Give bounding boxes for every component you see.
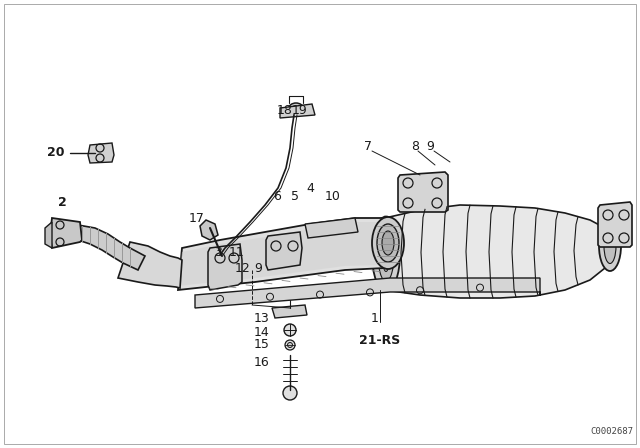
Polygon shape: [45, 222, 52, 248]
Ellipse shape: [289, 103, 303, 113]
Text: 9: 9: [254, 262, 262, 275]
Polygon shape: [50, 218, 82, 248]
Text: 5: 5: [291, 190, 299, 202]
Polygon shape: [200, 220, 218, 240]
Text: 21-RS: 21-RS: [360, 333, 401, 346]
Text: 10: 10: [325, 190, 341, 202]
Polygon shape: [178, 222, 383, 286]
Polygon shape: [78, 225, 145, 270]
Text: 19: 19: [292, 103, 308, 116]
Text: 6: 6: [273, 190, 281, 202]
Ellipse shape: [599, 221, 621, 271]
Text: 11: 11: [229, 246, 245, 259]
Polygon shape: [305, 218, 358, 238]
Text: 17: 17: [189, 211, 205, 224]
Polygon shape: [195, 278, 540, 308]
Text: 18: 18: [277, 103, 293, 116]
Polygon shape: [208, 244, 242, 290]
Text: 1: 1: [371, 311, 379, 324]
Text: 16: 16: [254, 356, 270, 369]
Text: 8: 8: [411, 141, 419, 154]
Polygon shape: [118, 242, 182, 288]
Ellipse shape: [378, 227, 394, 281]
Text: 14: 14: [254, 326, 270, 339]
Text: 13: 13: [254, 313, 270, 326]
Text: 12: 12: [235, 262, 251, 275]
Polygon shape: [272, 305, 307, 318]
Text: 3: 3: [214, 246, 222, 259]
Polygon shape: [385, 205, 610, 298]
Ellipse shape: [382, 237, 390, 271]
Polygon shape: [598, 202, 632, 247]
Text: C0002687: C0002687: [590, 427, 633, 436]
Circle shape: [284, 324, 296, 336]
Text: 7: 7: [364, 141, 372, 154]
Polygon shape: [266, 232, 302, 270]
Circle shape: [285, 340, 295, 350]
Ellipse shape: [372, 216, 400, 292]
Text: 20: 20: [47, 146, 65, 159]
Circle shape: [283, 386, 297, 400]
Text: 15: 15: [254, 339, 270, 352]
Text: 4: 4: [306, 181, 314, 194]
Ellipse shape: [382, 231, 394, 255]
Polygon shape: [398, 172, 448, 212]
Text: 2: 2: [58, 195, 67, 208]
Text: 9: 9: [426, 141, 434, 154]
Polygon shape: [280, 104, 315, 118]
Polygon shape: [88, 143, 114, 163]
Circle shape: [287, 343, 292, 348]
Ellipse shape: [372, 217, 404, 269]
Polygon shape: [178, 218, 385, 290]
Ellipse shape: [377, 224, 399, 262]
Ellipse shape: [604, 228, 616, 263]
